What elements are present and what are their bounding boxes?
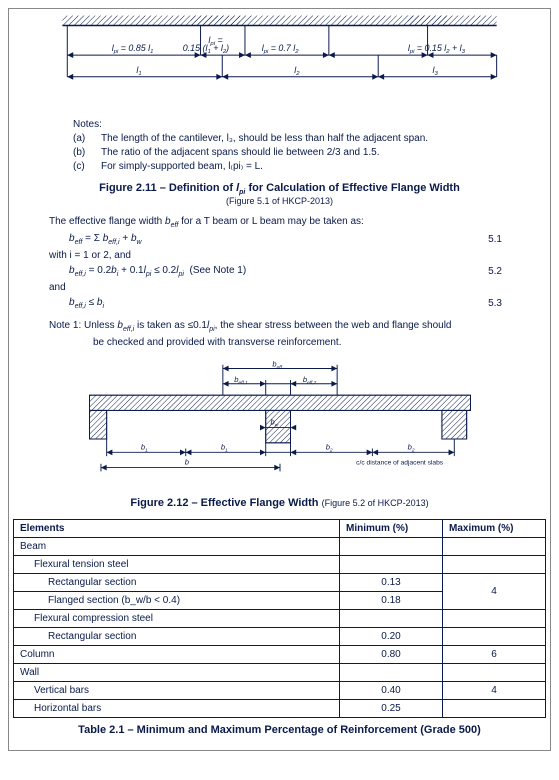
table-row: Vertical bars0.404 — [14, 682, 546, 700]
note-text: The ratio of the adjacent spans should l… — [101, 147, 526, 158]
formula-intro: The effective flange width beff for a T … — [49, 216, 510, 229]
and-line: and — [49, 282, 510, 293]
svg-text:b2: b2 — [407, 443, 414, 454]
table-cell-label: Flanged section (b_w/b < 0.4) — [14, 592, 340, 610]
table-cell-min — [340, 538, 443, 556]
note1-b: be checked and provided with transverse … — [49, 337, 510, 348]
table-cell-label: Beam — [14, 538, 340, 556]
fig211-sub: (Figure 5.1 of HKCP-2013) — [13, 196, 546, 206]
fig211-symbol: lpi — [236, 182, 245, 194]
notes-block: Notes: (a)The length of the cantilever, … — [73, 119, 526, 172]
len1-label: l1 — [136, 65, 141, 77]
table-row: Rectangular section0.134 — [14, 574, 546, 592]
table-row: Flexural tension steel — [14, 556, 546, 574]
note-text: For simply-supported beam, l₍pi₎ = L. — [101, 161, 526, 172]
eq3-num: 5.3 — [472, 298, 510, 309]
note-row: (c)For simply-supported beam, l₍pi₎ = L. — [73, 161, 526, 172]
th-elements: Elements — [14, 520, 340, 538]
table-cell-min — [340, 664, 443, 682]
fig211-main-a: Figure 2.11 – Definition of — [99, 182, 236, 194]
table-caption: Table 2.1 – Minimum and Maximum Percenta… — [13, 724, 546, 736]
table-cell-label: Flexural tension steel — [14, 556, 340, 574]
table-caption-text: Table 2.1 – Minimum and Maximum Percenta… — [78, 724, 481, 736]
table-row: Wall — [14, 664, 546, 682]
svg-text:b1: b1 — [220, 443, 227, 454]
table-cell-label: Rectangular section — [14, 628, 340, 646]
table-cell-min: 0.13 — [340, 574, 443, 592]
table-cell-min: 0.18 — [340, 592, 443, 610]
note-key: (b) — [73, 147, 101, 158]
table-cell-max: 4 — [443, 682, 546, 700]
table-row: Beam — [14, 538, 546, 556]
beam-diagram: lpi = 0.85 l1 lpi = 0.15 (l1 + l2) lpi =… — [13, 13, 546, 111]
table-row: Column0.806 — [14, 646, 546, 664]
eq3: beff,i ≤ bi — [49, 297, 472, 310]
span3-label: lpi = 0.15 l2 + l3 — [408, 43, 466, 55]
figure212-caption: Figure 2.12 – Effective Flange Width (Fi… — [13, 497, 546, 509]
page-container: lpi = 0.85 l1 lpi = 0.15 (l1 + l2) lpi =… — [8, 8, 551, 751]
table-cell-max — [443, 610, 546, 628]
fig212-sub: (Figure 5.2 of HKCP-2013) — [322, 498, 429, 508]
svg-text:c/c distance of adjacent slabs: c/c distance of adjacent slabs — [356, 460, 444, 467]
note1-a: Note 1: Unless beff,i is taken as ≤0.1lp… — [49, 320, 510, 333]
table-cell-max — [443, 700, 546, 718]
table-cell-min — [340, 556, 443, 574]
table-cell-label: Rectangular section — [14, 574, 340, 592]
formula-block: The effective flange width beff for a T … — [49, 216, 510, 310]
eq2: beff,i = 0.2bi + 0.1lpi ≤ 0.2lpi (See No… — [49, 265, 472, 278]
table-cell-label: Flexural compression steel — [14, 610, 340, 628]
table-cell-max — [443, 664, 546, 682]
eq1-num: 5.1 — [472, 234, 510, 245]
table-cell-min — [340, 610, 443, 628]
svg-text:b1: b1 — [140, 443, 147, 454]
th-max: Maximum (%) — [443, 520, 546, 538]
len3-label: l3 — [432, 65, 438, 77]
table-cell-max — [443, 628, 546, 646]
table-cell-max: 4 — [443, 574, 546, 610]
note-row: (a)The length of the cantilever, l₃, sho… — [73, 133, 526, 144]
note-row: (b)The ratio of the adjacent spans shoul… — [73, 147, 526, 158]
note-text: The length of the cantilever, l₃, should… — [101, 133, 526, 144]
fig211-main-b: for Calculation of Effective Flange Widt… — [245, 182, 459, 194]
notes-heading: Notes: — [73, 119, 526, 130]
eq2-num: 5.2 — [472, 266, 510, 277]
span0-label: lpi = 0.85 l1 — [112, 43, 154, 55]
reinforcement-table: Elements Minimum (%) Maximum (%) BeamFle… — [13, 519, 546, 718]
svg-text:b2: b2 — [325, 443, 332, 454]
table-cell-label: Wall — [14, 664, 340, 682]
table-row: Rectangular section0.20 — [14, 628, 546, 646]
eq1: beff = Σ beff,i + bw — [49, 233, 472, 246]
table-cell-label: Column — [14, 646, 340, 664]
with-line: with i = 1 or 2, and — [49, 250, 510, 261]
span2-label: lpi = 0.7 l2 — [262, 43, 300, 55]
note-key: (c) — [73, 161, 101, 172]
table-cell-max: 6 — [443, 646, 546, 664]
table-cell-max — [443, 538, 546, 556]
th-min: Minimum (%) — [340, 520, 443, 538]
flange-diagram: beff beff,1 beff,2 bw b1 b1 b2 b2 b c/c … — [13, 354, 546, 487]
table-row: Horizontal bars0.25 — [14, 700, 546, 718]
table-cell-min: 0.25 — [340, 700, 443, 718]
table-cell-label: Horizontal bars — [14, 700, 340, 718]
table-cell-label: Vertical bars — [14, 682, 340, 700]
fig212-main: Figure 2.12 – Effective Flange Width — [130, 497, 321, 509]
table-cell-min: 0.80 — [340, 646, 443, 664]
table-cell-min: 0.40 — [340, 682, 443, 700]
table-cell-min: 0.20 — [340, 628, 443, 646]
table-cell-max — [443, 556, 546, 574]
len2-label: l2 — [294, 65, 300, 77]
svg-text:b: b — [184, 458, 188, 467]
figure211-caption: Figure 2.11 – Definition of lpi for Calc… — [13, 182, 546, 206]
note-key: (a) — [73, 133, 101, 144]
table-row: Flexural compression steel — [14, 610, 546, 628]
